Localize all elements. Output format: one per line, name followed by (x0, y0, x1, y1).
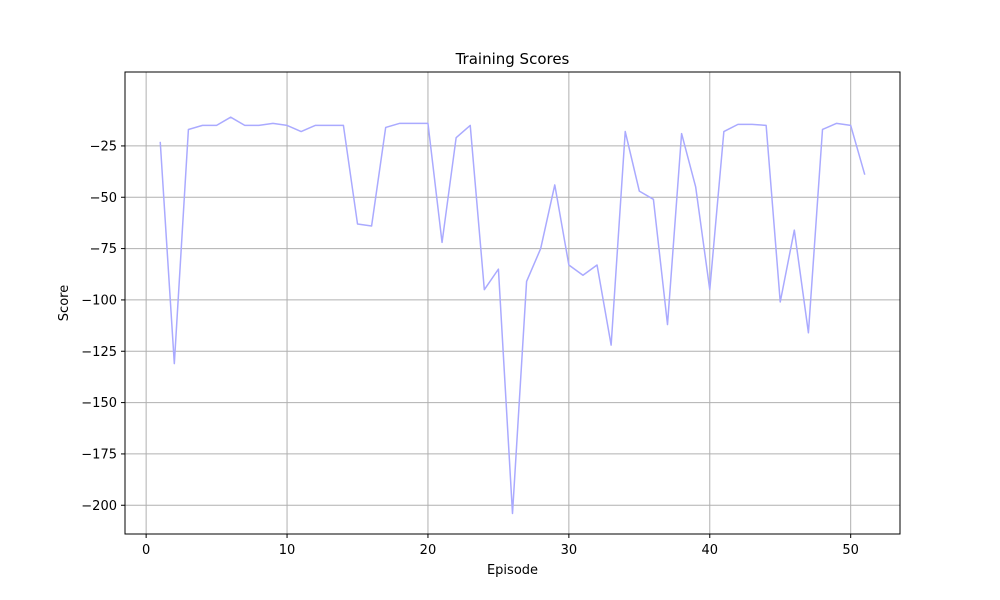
grid-lines (125, 72, 900, 534)
tick-marks: 0 10 20 30 40 50 −200 −175 −150 −125 −100 −75 −50 −25 (81, 139, 859, 558)
y-tick-label: −75 (90, 242, 117, 257)
y-tick-label: −125 (81, 345, 117, 360)
y-tick-label: −175 (81, 447, 117, 462)
plot-area-frame (124, 71, 901, 535)
score-series-line (159, 116, 866, 515)
chart-title: Training Scores (455, 50, 570, 68)
y-tick-label: −100 (81, 293, 117, 308)
y-axis-label: Score (57, 285, 72, 321)
x-tick-label: 50 (842, 543, 859, 558)
y-tick-label: −50 (90, 191, 117, 206)
x-axis-label: Episode (487, 563, 538, 578)
y-tick-label: −150 (81, 396, 117, 411)
x-tick-label: 10 (279, 543, 296, 558)
series-layer (159, 116, 866, 515)
x-tick-label: 30 (561, 543, 578, 558)
y-tick-label: −25 (90, 139, 117, 154)
x-tick-label: 0 (142, 543, 150, 558)
x-tick-label: 40 (701, 543, 718, 558)
x-tick-label: 20 (420, 543, 437, 558)
y-tick-label: −200 (81, 499, 117, 514)
